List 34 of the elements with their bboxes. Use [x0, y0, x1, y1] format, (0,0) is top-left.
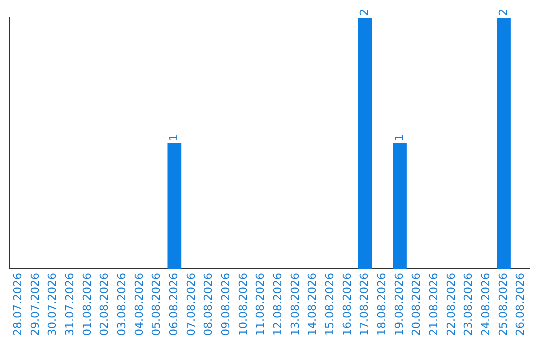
x-tick-label: 11.08.2026	[254, 273, 268, 336]
x-tick-label: 15.08.2026	[324, 273, 337, 336]
x-tick-label: 16.08.2026	[340, 273, 354, 336]
x-tick-label: 28.07.2026	[12, 273, 25, 336]
x-tick-label: 21.08.2026	[428, 273, 441, 336]
x-tick-label: 25.08.2026	[496, 273, 510, 336]
x-tick-label: 23.08.2026	[462, 273, 476, 336]
x-tick-label: 31.07.2026	[64, 273, 77, 336]
x-tick-label: 01.08.2026	[80, 273, 94, 336]
x-tick-label: 08.08.2026	[202, 273, 216, 336]
x-tick-label: 12.08.2026	[272, 273, 285, 336]
x-tick-label: 24.08.2026	[480, 273, 493, 336]
x-tick-label: 06.08.2026	[168, 273, 181, 336]
x-tick-label: 17.08.2026	[358, 273, 372, 336]
x-tick-label: 30.07.2026	[46, 273, 60, 336]
data-label: 2	[358, 9, 372, 16]
x-tick-label: 26.08.2026	[514, 273, 528, 336]
x-tick-label: 19.08.2026	[392, 273, 406, 336]
x-tick-label: 10.08.2026	[236, 273, 250, 336]
x-tick-label: 03.08.2026	[116, 273, 129, 336]
data-label: 1	[392, 134, 406, 142]
x-tick-label: 05.08.2026	[150, 273, 164, 336]
data-label: 2	[496, 9, 510, 16]
data-label: 1	[168, 134, 181, 142]
x-tick-label: 22.08.2026	[444, 273, 458, 336]
x-tick-label: 20.08.2026	[410, 273, 424, 336]
x-tick-label: 09.08.2026	[220, 273, 233, 336]
x-tick-label: 02.08.2026	[98, 273, 112, 336]
x-tick-label: 29.07.2026	[28, 273, 42, 336]
x-tick-label: 14.08.2026	[306, 273, 320, 336]
x-tick-label: 07.08.2026	[184, 273, 198, 336]
x-tick-label: 13.08.2026	[288, 273, 302, 336]
x-tick-label: 18.08.2026	[376, 273, 389, 336]
x-tick-label: 04.08.2026	[132, 273, 146, 336]
